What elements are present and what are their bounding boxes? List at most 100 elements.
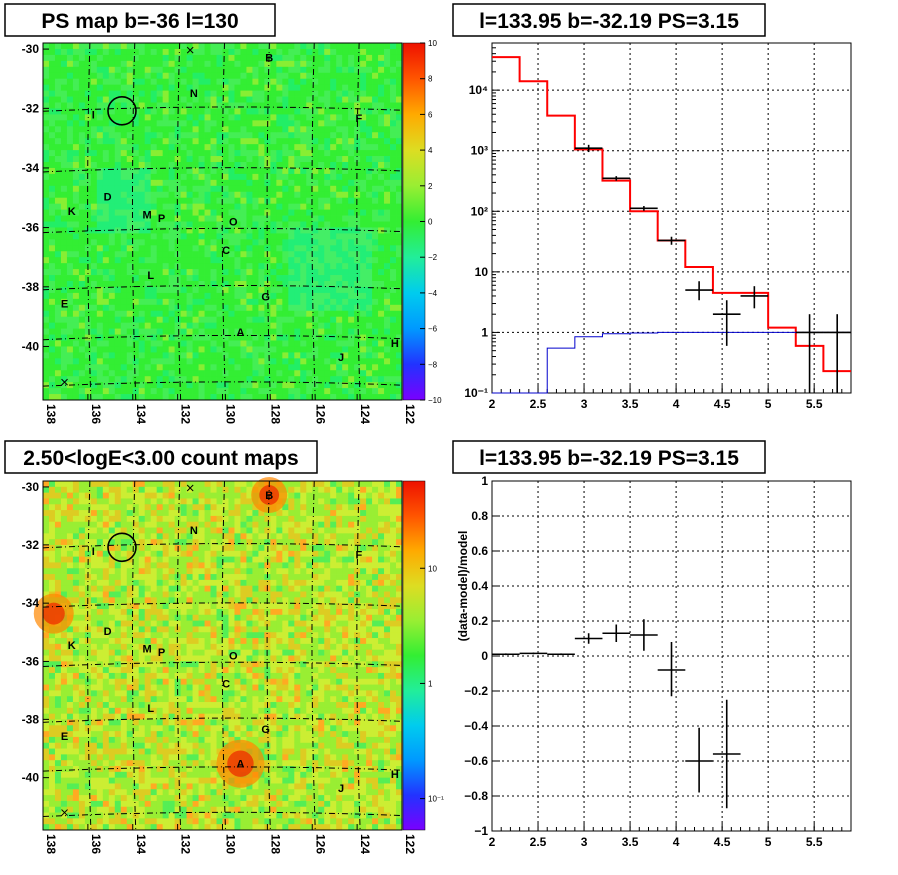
map-pixel — [216, 215, 223, 222]
map-pixel — [72, 54, 80, 62]
map-pixel — [330, 162, 337, 169]
map-pixel — [150, 574, 158, 581]
map-pixel — [276, 221, 283, 228]
map-pixel — [342, 316, 349, 324]
map-pixel — [396, 334, 403, 341]
map-pixel — [306, 269, 313, 276]
map-pixel — [240, 221, 247, 228]
map-pixel — [108, 731, 116, 738]
map-pixel — [258, 191, 265, 199]
map-pixel — [354, 298, 361, 306]
map-pixel — [72, 310, 80, 318]
map-pixel — [210, 233, 217, 240]
map-pixel — [96, 60, 104, 68]
map-pixel — [108, 672, 116, 680]
map-pixel — [222, 310, 229, 318]
map-pixel — [60, 114, 68, 121]
map-pixel — [270, 328, 277, 335]
map-pixel — [276, 352, 283, 359]
map-pixel — [276, 286, 283, 294]
map-pixel — [162, 239, 170, 246]
map-pixel — [43, 713, 50, 720]
map-pixel — [246, 292, 253, 300]
map-pixel — [354, 388, 361, 395]
map-pixel — [48, 340, 56, 347]
map-pixel — [126, 310, 134, 318]
map-pixel — [60, 388, 68, 395]
map-pixel — [366, 167, 373, 175]
map-pixel — [252, 48, 259, 56]
map-pixel — [60, 60, 68, 68]
map-pixel — [150, 346, 158, 353]
map-pixel — [108, 48, 116, 56]
map-pixel — [186, 114, 193, 121]
map-pixel — [186, 316, 193, 324]
map-pixel — [144, 667, 152, 674]
map-pixel — [222, 245, 229, 252]
map-pixel — [60, 667, 68, 674]
map-pixel — [186, 72, 193, 80]
map-pixel — [150, 72, 158, 80]
map-pixel — [186, 138, 193, 145]
map-pixel — [210, 138, 217, 145]
map-pixel — [132, 310, 140, 318]
map-pixel — [102, 316, 110, 324]
map-pixel — [198, 394, 205, 401]
map-pixel — [276, 370, 283, 377]
map-pixel — [270, 96, 277, 103]
map-pixel — [108, 777, 116, 784]
map-pixel — [150, 304, 158, 312]
map-pixel — [366, 43, 373, 50]
map-pixel — [150, 568, 158, 575]
map-pixel — [294, 114, 301, 121]
map-pixel — [48, 66, 56, 74]
map-pixel — [300, 185, 307, 193]
map-pixel — [138, 144, 146, 151]
map-pixel — [168, 298, 176, 306]
map-pixel — [114, 667, 122, 674]
map-pixel — [390, 209, 397, 216]
map-pixel — [72, 486, 80, 494]
map-pixel — [186, 162, 193, 169]
map-pixel — [276, 60, 283, 68]
map-pixel — [96, 114, 104, 121]
map-pixel — [240, 364, 247, 371]
map-pixel — [300, 352, 307, 359]
map-pixel — [108, 591, 116, 598]
map-pixel — [366, 162, 373, 169]
map-pixel — [43, 78, 50, 86]
map-pixel — [354, 269, 361, 276]
map-pixel — [120, 156, 128, 163]
map-pixel — [48, 795, 56, 802]
map-pixel — [336, 197, 343, 205]
map-pixel — [294, 197, 301, 205]
map-pixel — [288, 316, 295, 324]
map-pixel — [132, 376, 140, 383]
map-pixel — [246, 370, 253, 377]
map-pixel — [162, 795, 170, 802]
map-pixel — [108, 322, 116, 329]
map-pixel — [114, 48, 122, 56]
map-pixel — [378, 185, 385, 193]
map-pixel — [102, 696, 110, 703]
map-pixel — [102, 144, 110, 151]
map-pixel — [90, 661, 98, 668]
map-pixel — [390, 144, 397, 151]
map-pixel — [96, 771, 104, 779]
map-pixel — [156, 382, 164, 389]
map-pixel — [210, 102, 217, 109]
map-pixel — [282, 48, 289, 56]
map-pixel — [312, 78, 319, 86]
map-pixel — [102, 227, 110, 234]
map-pixel — [90, 275, 98, 282]
map-pixel — [66, 156, 74, 163]
map-pixel — [198, 316, 205, 324]
map-pixel — [144, 185, 152, 193]
map-pixel — [102, 370, 110, 377]
map-pixel — [108, 486, 116, 494]
map-pixel — [234, 138, 241, 145]
map-pixel — [156, 138, 164, 145]
map-pixel — [72, 251, 80, 258]
map-pixel — [168, 364, 176, 371]
map-pixel — [66, 251, 74, 258]
